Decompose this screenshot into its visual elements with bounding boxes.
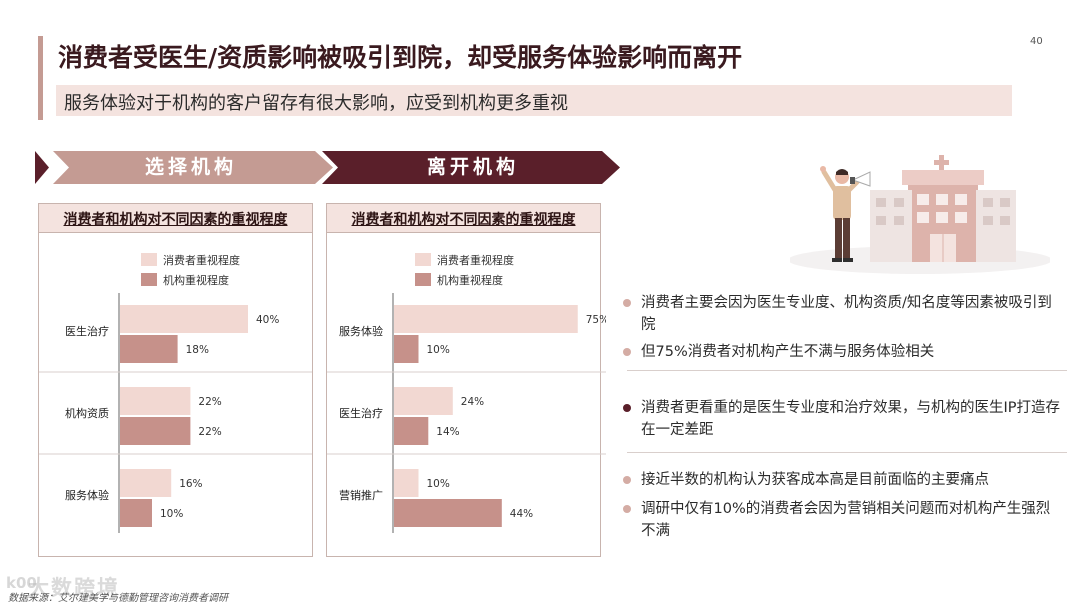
category-label: 医生治疗 (65, 324, 109, 338)
category-label: 营销推广 (339, 488, 383, 502)
insight-text: 但75%消费者对机构产生不满与服务体验相关 (641, 344, 935, 360)
chevron-arrow-icon (322, 151, 620, 184)
data-source-footnote: 数据来源：艾尔建美学与德勤管理咨询消费者调研 (8, 593, 228, 604)
data-label: 44% (510, 508, 533, 520)
legend-swatch (141, 273, 157, 286)
bar (120, 335, 178, 363)
bar (120, 305, 248, 333)
section-header-leave: 离开机构 (322, 151, 620, 184)
bar (394, 387, 453, 415)
category-label: 服务体验 (65, 488, 109, 502)
insight-bullet: 但75%消费者对机构产生不满与服务体验相关 (623, 341, 1061, 363)
bar (394, 499, 502, 527)
insight-text: 消费者更看重的是医生专业度和治疗效果，与机构的医生IP打造存在一定差距 (641, 400, 1061, 438)
legend-label: 机构重视程度 (437, 273, 503, 287)
insight-text: 接近半数的机构认为获客成本高是目前面临的主要痛点 (641, 472, 989, 488)
data-label: 18% (186, 344, 209, 356)
subtitle-box (56, 85, 1012, 116)
data-label: 14% (436, 426, 459, 438)
bar (394, 469, 419, 497)
bullet-dot-icon (623, 505, 631, 513)
hospital-building-icon (870, 155, 1016, 262)
chart-panel-choose: 消费者和机构对不同因素的重视程度 消费者重视程度 机构重视程度医生治疗 40% 18%… (38, 203, 313, 557)
page-title: 消费者受医生/资质影响被吸引到院，却受服务体验影响而离开 (58, 43, 743, 72)
data-label: 10% (427, 344, 450, 356)
category-label: 服务体验 (339, 324, 383, 338)
legend-label: 消费者重视程度 (163, 253, 240, 267)
bullet-dot-icon (623, 299, 631, 307)
bullet-dot-icon (623, 476, 631, 484)
chart-title: 消费者和机构对不同因素的重视程度 (351, 212, 576, 228)
section-label-leave: 离开机构 (426, 156, 519, 178)
insight-text: 调研中仅有10%的消费者会因为营销相关问题而对机构产生强烈不满 (641, 501, 1051, 539)
bar (120, 417, 191, 445)
bar (394, 417, 429, 445)
watermark-logo: k00 (6, 574, 37, 592)
category-label: 机构资质 (65, 406, 109, 420)
data-label: 22% (198, 396, 221, 408)
data-label: 10% (160, 508, 183, 520)
bullet-dot-icon (623, 404, 631, 412)
bar (120, 387, 191, 415)
bullet-dot-icon (623, 348, 631, 356)
chart-title: 消费者和机构对不同因素的重视程度 (63, 212, 288, 228)
section-label-choose: 选择机构 (144, 156, 237, 178)
chart-panel-header: 消费者和机构对不同因素的重视程度 (39, 204, 312, 233)
page-number: 40 (1030, 36, 1043, 47)
title-accent-bar (38, 36, 43, 120)
chevron-arrow-icon (35, 151, 333, 184)
bar (394, 305, 578, 333)
bar (120, 499, 152, 527)
chart-panel-header: 消费者和机构对不同因素的重视程度 (327, 204, 600, 233)
bar (120, 469, 172, 497)
data-label: 10% (427, 478, 450, 490)
watermark-text: 大数跨境 (28, 576, 120, 600)
insight-bullet: 接近半数的机构认为获客成本高是目前面临的主要痛点 (623, 469, 1061, 491)
person-megaphone-icon (820, 166, 871, 262)
bar (394, 335, 419, 363)
category-label: 医生治疗 (339, 406, 383, 420)
section-header-choose: 选择机构 (35, 151, 333, 184)
data-label: 22% (198, 426, 221, 438)
hospital-illustration (790, 155, 1050, 274)
insight-bullet: 消费者主要会因为医生专业度、机构资质/知名度等因素被吸引到院 (623, 292, 1061, 336)
data-label: 24% (461, 396, 484, 408)
legend-swatch (415, 273, 431, 286)
divider (627, 370, 1067, 371)
page-subtitle: 服务体验对于机构的客户留存有很大影响，应受到机构更多重视 (64, 93, 568, 114)
data-label: 75% (586, 314, 606, 326)
insight-bullet: 调研中仅有10%的消费者会因为营销相关问题而对机构产生强烈不满 (623, 498, 1061, 542)
insight-bullet: 消费者更看重的是医生专业度和治疗效果，与机构的医生IP打造存在一定差距 (623, 397, 1061, 441)
divider (627, 452, 1067, 453)
insight-text: 消费者主要会因为医生专业度、机构资质/知名度等因素被吸引到院 (641, 295, 1052, 333)
data-label: 40% (256, 314, 279, 326)
legend-label: 机构重视程度 (163, 273, 229, 287)
legend-swatch (415, 253, 431, 266)
legend-label: 消费者重视程度 (437, 253, 514, 267)
legend-swatch (141, 253, 157, 266)
data-label: 16% (179, 478, 202, 490)
